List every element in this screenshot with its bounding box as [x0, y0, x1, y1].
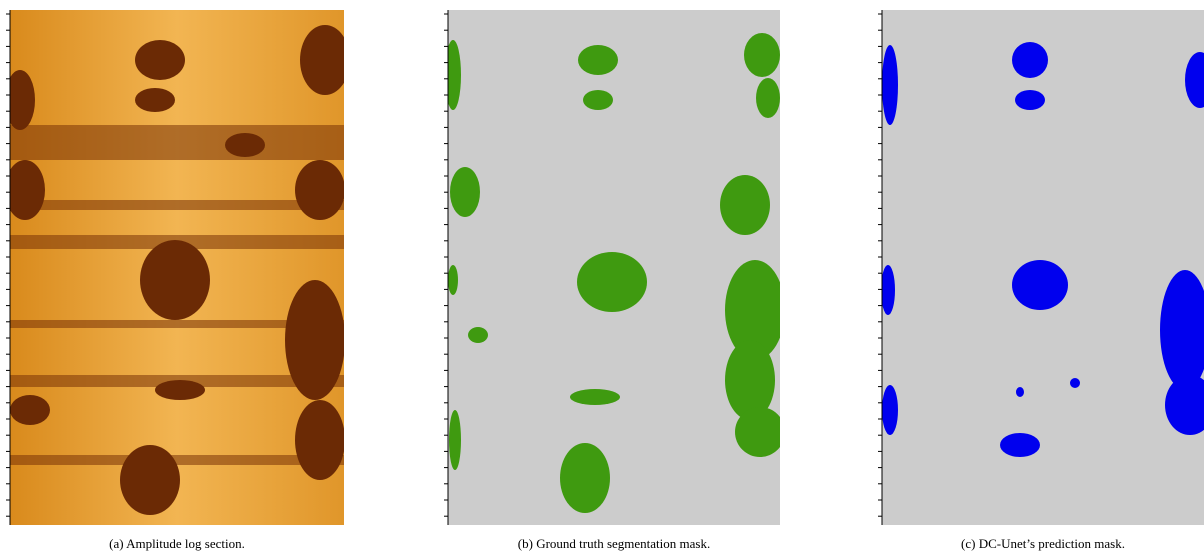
caption: (c) DC-Unet’s prediction mask.	[961, 536, 1125, 551]
prediction-mask	[881, 10, 1204, 525]
caption: (b) Ground truth segmentation mask.	[518, 536, 710, 551]
ground-truth-mask	[445, 10, 785, 525]
figure: (a) Amplitude log section. (b) Ground tr…	[0, 0, 1204, 558]
amplitude-image	[5, 10, 350, 525]
caption: (a) Amplitude log section.	[109, 536, 245, 551]
page: (a) Amplitude log section. (b) Ground tr…	[0, 0, 1204, 558]
